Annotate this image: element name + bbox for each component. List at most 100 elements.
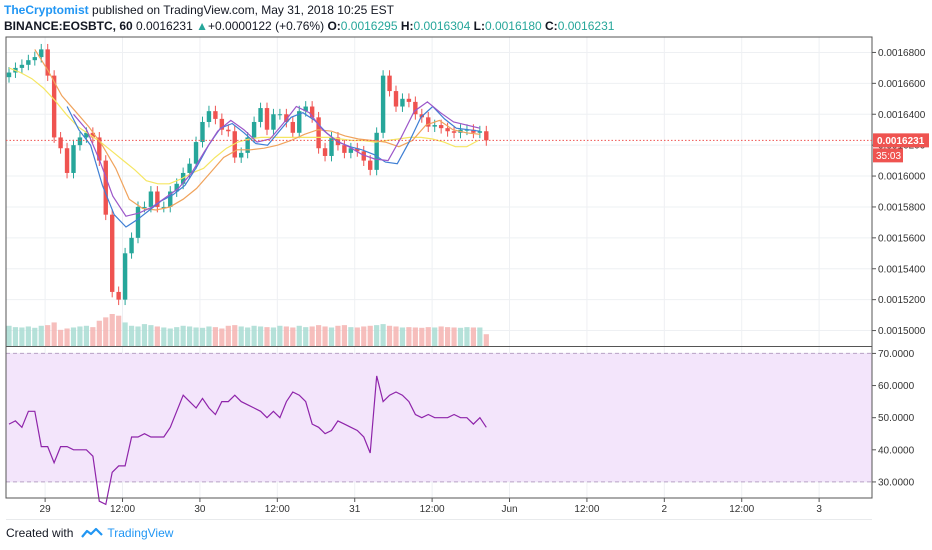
candle-body xyxy=(103,160,108,215)
moving-averages xyxy=(6,49,872,483)
volume-bar xyxy=(393,326,399,346)
symbol-label: BINANCE:EOSBTC, 60 xyxy=(4,19,133,33)
volume-bar xyxy=(445,327,451,346)
candle-body xyxy=(471,129,476,133)
open-label: O: xyxy=(327,19,341,33)
time-tick-label: 12:00 xyxy=(420,504,445,515)
price-axis[interactable]: 0.00168000.00166000.00164000.00162000.00… xyxy=(872,48,926,337)
candle-body xyxy=(387,75,392,92)
candle-body xyxy=(271,114,276,130)
volume-bar xyxy=(64,328,70,346)
time-tick-label: 2 xyxy=(662,504,668,515)
candle-body xyxy=(110,214,115,292)
candle-body xyxy=(51,75,57,138)
chart-canvas[interactable]: 0.00168000.00166000.00164000.00162000.00… xyxy=(0,0,932,520)
price-tick-label: 0.0016800 xyxy=(878,48,926,59)
candle-body xyxy=(239,152,244,158)
candle-body xyxy=(193,142,199,164)
candle-body xyxy=(316,117,321,149)
volume-bar xyxy=(412,327,418,346)
rsi-tick-label: 30.0000 xyxy=(878,477,915,488)
volume-bar xyxy=(225,325,231,346)
candle-body xyxy=(251,121,257,138)
volume-bar xyxy=(219,328,225,346)
volume-bar xyxy=(238,326,244,346)
last-value: 0.0016231 xyxy=(136,19,193,33)
low-label: L: xyxy=(473,19,485,33)
volume-bar xyxy=(38,325,44,346)
rsi-line xyxy=(8,375,487,506)
change-arrow-icon: ▲ xyxy=(196,19,208,33)
candle-body xyxy=(322,148,328,156)
last-price-label: 0.0016231 xyxy=(877,136,925,147)
candle-body xyxy=(84,132,89,138)
volume-bar xyxy=(148,325,154,346)
volume-bar xyxy=(425,327,431,346)
ohlc-legend: BINANCE:EOSBTC, 60 0.0016231 ▲+0.0000122… xyxy=(4,19,614,33)
candle-body xyxy=(400,98,405,107)
candle-body xyxy=(206,111,212,122)
volume-bar xyxy=(206,326,212,346)
candle-body xyxy=(219,118,225,130)
rsi-axis[interactable]: 70.0000 60.0000 50.0000 40.0000 30.0000 xyxy=(872,349,915,489)
volume-bar xyxy=(19,327,25,346)
candle-body xyxy=(368,160,373,170)
footer: Created with TradingView xyxy=(6,526,173,540)
close-value: 0.0016231 xyxy=(557,19,615,33)
time-axis[interactable]: 29 12:00 30 12:00 31 12:00 Jun 12:00 2 12:00 3 xyxy=(40,498,823,515)
time-tick-label: 29 xyxy=(40,504,52,515)
volume-bar xyxy=(406,327,412,346)
volume-bar xyxy=(399,327,406,346)
candle-body xyxy=(148,191,154,207)
volume-bar xyxy=(322,326,328,346)
candle-body xyxy=(438,125,444,129)
volume-bar xyxy=(470,327,476,346)
candle-body xyxy=(245,137,250,153)
price-tick-label: 0.0016000 xyxy=(878,172,926,183)
price-tick-label: 0.0015200 xyxy=(878,295,926,306)
volume-bar xyxy=(309,326,315,346)
volume-bar xyxy=(51,322,57,346)
candle-body xyxy=(187,163,192,173)
candle-body xyxy=(290,121,295,133)
volume-bar xyxy=(290,327,296,346)
volume-bar xyxy=(328,327,335,346)
tradingview-logo-icon xyxy=(81,527,104,538)
volume-bar xyxy=(251,325,257,346)
publish-info: TheCryptomist published on TradingView.c… xyxy=(4,3,394,17)
candle-body xyxy=(432,125,437,127)
high-value: 0.0016304 xyxy=(413,19,471,33)
candle-body xyxy=(484,131,489,141)
candle-body xyxy=(39,49,44,58)
author-link[interactable]: TheCryptomist xyxy=(4,3,89,17)
volume-bar xyxy=(464,327,470,346)
candle-body xyxy=(445,128,450,132)
low-value: 0.0016180 xyxy=(484,19,542,33)
rsi-tick-label: 70.0000 xyxy=(878,349,915,360)
candle-body xyxy=(77,137,83,146)
high-label: H: xyxy=(400,19,414,33)
ma-blue-line xyxy=(66,105,480,228)
last-price-box xyxy=(873,133,929,148)
candle-body xyxy=(329,137,334,156)
volume-bar xyxy=(477,327,483,346)
candle-body xyxy=(200,121,205,143)
candle-body xyxy=(168,191,173,207)
candle-body xyxy=(355,148,360,152)
volume-bar xyxy=(32,327,38,346)
candle-body xyxy=(464,129,470,131)
volume-bar xyxy=(245,327,251,346)
volume-bar xyxy=(174,327,180,346)
rsi-series-line xyxy=(8,375,487,506)
volume-bar xyxy=(335,325,341,346)
candle-body xyxy=(97,137,102,161)
candle-body xyxy=(361,151,366,161)
volume-bar xyxy=(25,326,31,346)
plot-border xyxy=(5,36,873,499)
candle-body xyxy=(122,253,128,300)
candle-body xyxy=(406,98,412,102)
volume-bar xyxy=(303,327,309,346)
rsi-tick-label: 60.0000 xyxy=(878,381,915,392)
tradingview-link[interactable]: TradingView xyxy=(107,526,174,540)
volume-bar xyxy=(109,314,115,346)
